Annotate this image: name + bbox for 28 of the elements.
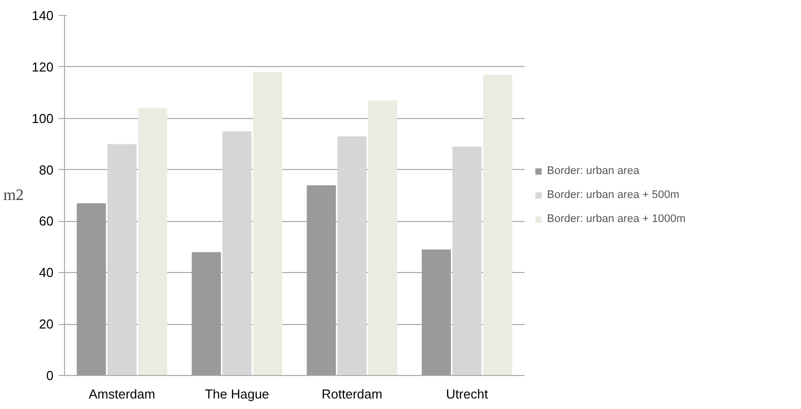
- y-tick-label: 60: [39, 214, 54, 229]
- y-tick-label: 20: [39, 316, 54, 332]
- bar: [222, 131, 252, 376]
- x-tick-label: Utrecht: [446, 386, 488, 402]
- bar: [76, 203, 106, 376]
- legend-label: Border: urban area: [547, 165, 640, 177]
- bar: [306, 185, 336, 376]
- legend-label: Border: urban area + 1000m: [547, 213, 686, 225]
- x-tick-label: Rotterdam: [322, 386, 382, 402]
- y-tick-label: 80: [39, 162, 54, 178]
- y-tick-label: 140: [32, 8, 54, 23]
- bar: [107, 144, 137, 376]
- legend-label: Border: urban area + 500m: [547, 189, 680, 201]
- bar: [483, 74, 512, 376]
- x-tick-label: Amsterdam: [88, 386, 156, 402]
- x-tick-label: The Hague: [204, 386, 270, 402]
- bar: [337, 136, 367, 376]
- y-tick-label: 40: [39, 265, 54, 280]
- bar: [192, 252, 221, 376]
- y-axis-title: m2: [3, 187, 24, 204]
- bar: [138, 108, 168, 376]
- bar: [422, 250, 451, 376]
- y-tick-label: 0: [46, 368, 54, 383]
- y-tick-label: 100: [32, 110, 54, 126]
- bar: [452, 146, 482, 376]
- bar: [368, 100, 398, 376]
- bar: [253, 72, 282, 376]
- y-tick-label: 120: [32, 59, 54, 74]
